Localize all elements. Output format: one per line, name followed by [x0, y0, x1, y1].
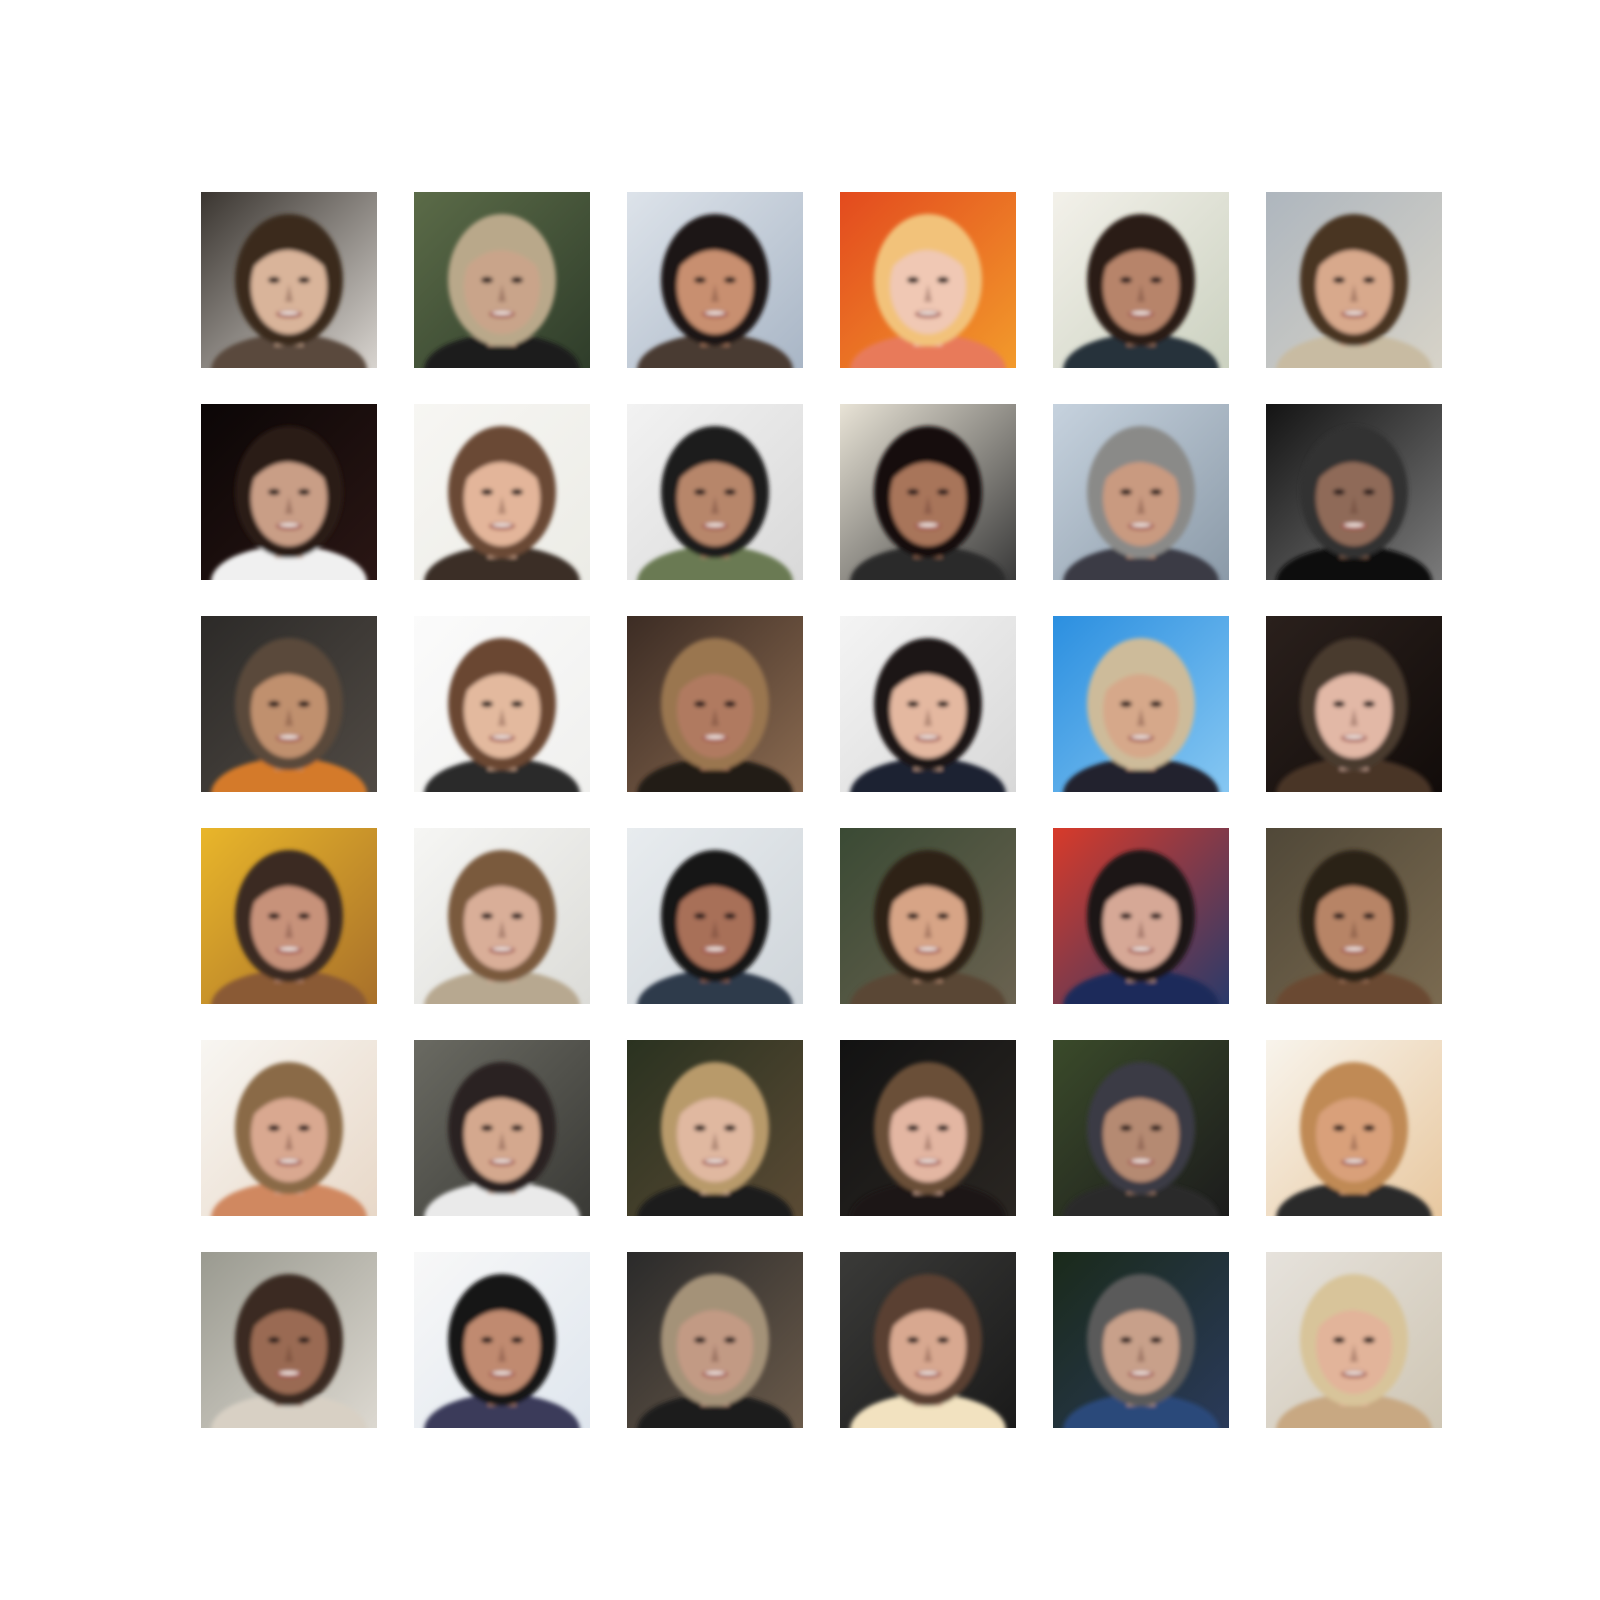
face-tile [1053, 1040, 1229, 1216]
face-image [201, 1252, 377, 1428]
face-image [1053, 1040, 1229, 1216]
face-image [840, 1252, 1016, 1428]
face-image [1053, 828, 1229, 1004]
face-tile [1266, 404, 1442, 580]
face-image [627, 404, 803, 580]
face-tile [840, 616, 1016, 792]
face-tile [414, 616, 590, 792]
face-image [414, 1252, 590, 1428]
face-tile [414, 1040, 590, 1216]
face-image [414, 828, 590, 1004]
face-image [1053, 616, 1229, 792]
face-tile [627, 404, 803, 580]
face-image [1266, 1040, 1442, 1216]
face-tile [627, 616, 803, 792]
face-tile [1266, 192, 1442, 368]
face-image [840, 828, 1016, 1004]
face-image [1053, 1252, 1229, 1428]
face-tile [840, 1040, 1016, 1216]
face-image [840, 616, 1016, 792]
face-image [627, 828, 803, 1004]
face-image [201, 192, 377, 368]
face-image [840, 192, 1016, 368]
face-tile [1053, 616, 1229, 792]
face-tile [414, 1252, 590, 1428]
face-tile [840, 1252, 1016, 1428]
face-image [627, 1252, 803, 1428]
face-tile [627, 1252, 803, 1428]
face-image [201, 1040, 377, 1216]
face-image [627, 1040, 803, 1216]
face-tile [201, 616, 377, 792]
face-tile [201, 1040, 377, 1216]
face-tile [627, 192, 803, 368]
face-tile [840, 404, 1016, 580]
face-image [201, 616, 377, 792]
face-tile [1053, 404, 1229, 580]
face-tile [201, 192, 377, 368]
face-tile [414, 192, 590, 368]
face-image [1053, 192, 1229, 368]
face-image [1266, 1252, 1442, 1428]
face-tile [627, 828, 803, 1004]
face-tile [1266, 616, 1442, 792]
face-image [1053, 404, 1229, 580]
face-image [840, 404, 1016, 580]
face-tile [201, 828, 377, 1004]
face-tile [1266, 1040, 1442, 1216]
face-image [1266, 404, 1442, 580]
face-tile [201, 1252, 377, 1428]
face-tile [1266, 1252, 1442, 1428]
face-image [414, 192, 590, 368]
face-tile [414, 404, 590, 580]
face-image [1266, 616, 1442, 792]
face-tile [627, 1040, 803, 1216]
face-image [414, 616, 590, 792]
face-tile [1266, 828, 1442, 1004]
face-image [414, 404, 590, 580]
face-image [1266, 192, 1442, 368]
face-image [414, 1040, 590, 1216]
face-image [201, 828, 377, 1004]
face-tile [840, 192, 1016, 368]
face-image [627, 616, 803, 792]
face-tile [201, 404, 377, 580]
face-tile [840, 828, 1016, 1004]
face-tile [1053, 1252, 1229, 1428]
face-image [201, 404, 377, 580]
face-image [627, 192, 803, 368]
face-tile [1053, 828, 1229, 1004]
face-image [1266, 828, 1442, 1004]
face-tile [1053, 192, 1229, 368]
face-image [840, 1040, 1016, 1216]
face-tile [414, 828, 590, 1004]
